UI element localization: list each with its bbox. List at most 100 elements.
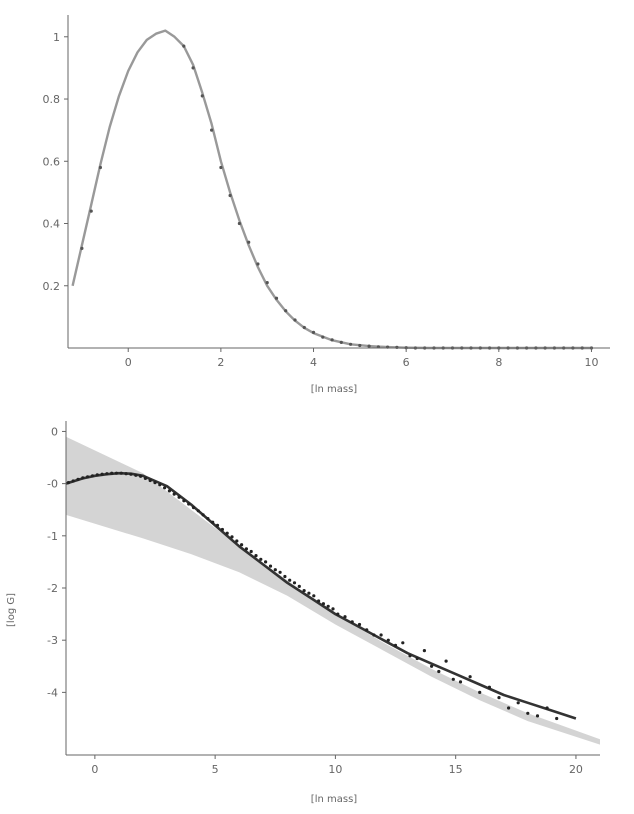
y-tick-label: -3 [47, 634, 58, 647]
x-tick-label: 6 [403, 356, 410, 369]
data-point [91, 474, 94, 477]
data-point [192, 66, 195, 69]
data-point [336, 613, 339, 616]
data-point [245, 547, 248, 550]
y-axis-label: [log G] [6, 593, 17, 627]
data-point [266, 281, 269, 284]
data-point [158, 483, 161, 486]
data-point [288, 579, 291, 582]
data-point [153, 481, 156, 484]
data-point [283, 575, 286, 578]
data-point [488, 686, 491, 689]
data-point [134, 474, 137, 477]
data-point [192, 506, 195, 509]
data-point [416, 657, 419, 660]
data-point [459, 680, 462, 683]
data-point [312, 594, 315, 597]
data-point [202, 513, 205, 516]
data-point [423, 649, 426, 652]
data-point [76, 478, 79, 481]
data-point [340, 341, 343, 344]
data-point [221, 528, 224, 531]
data-point [322, 602, 325, 605]
data-point [81, 476, 84, 479]
data-point [555, 717, 558, 720]
data-point [387, 639, 390, 642]
data-point [80, 247, 83, 250]
x-axis-label: [ln mass] [311, 794, 357, 805]
data-point [395, 346, 398, 349]
x-axis-label: [ln mass] [311, 384, 357, 395]
data-point [115, 472, 118, 475]
data-point [125, 472, 128, 475]
data-point [86, 475, 89, 478]
data-point [284, 309, 287, 312]
y-tick-label: -1 [47, 530, 58, 543]
data-point [144, 477, 147, 480]
data-point [401, 641, 404, 644]
data-point [219, 166, 222, 169]
x-tick-label: 0 [125, 356, 132, 369]
data-point [99, 166, 102, 169]
data-point [274, 568, 277, 571]
data-point [238, 222, 241, 225]
data-point [105, 472, 108, 475]
data-point [256, 262, 259, 265]
data-point [269, 565, 272, 568]
data-point [368, 345, 371, 348]
data-point [187, 502, 190, 505]
data-point [517, 701, 520, 704]
data-point [408, 654, 411, 657]
data-point [173, 493, 176, 496]
y-tick-label: 0 [51, 425, 58, 438]
y-tick-label: -2 [47, 582, 58, 595]
data-point [437, 670, 440, 673]
data-point [358, 344, 361, 347]
data-point [182, 45, 185, 48]
data-point [247, 241, 250, 244]
data-point [250, 550, 253, 553]
y-tick-label: 0.6 [43, 155, 61, 168]
data-point [452, 678, 455, 681]
data-point [206, 517, 209, 520]
x-tick-label: 4 [310, 356, 317, 369]
data-point [293, 581, 296, 584]
data-point [351, 620, 354, 623]
data-point [526, 712, 529, 715]
data-point [275, 297, 278, 300]
data-point [240, 543, 243, 546]
data-point [478, 691, 481, 694]
data-point [182, 499, 185, 502]
data-point [210, 129, 213, 132]
data-point [303, 326, 306, 329]
data-point [365, 628, 368, 631]
x-tick-label: 8 [495, 356, 502, 369]
data-point [507, 706, 510, 709]
x-tick-label: 0 [91, 763, 98, 776]
data-point [293, 318, 296, 321]
data-point [536, 714, 539, 717]
data-point [229, 194, 232, 197]
y-tick-label: 0.2 [43, 280, 61, 293]
data-point [129, 473, 132, 476]
data-point [211, 521, 214, 524]
chart-log: 0 5 10 15 20 0 -0 -1 -2 -3 -4 [ln mass] [log G] [0, 407, 634, 814]
data-point [312, 331, 315, 334]
data-point [546, 706, 549, 709]
data-point [163, 486, 166, 489]
data-point [264, 560, 267, 563]
data-point [497, 696, 500, 699]
data-point [254, 554, 257, 557]
data-point [298, 585, 301, 588]
x-tick-label: 5 [212, 763, 219, 776]
data-point [349, 343, 352, 346]
data-point [331, 338, 334, 341]
x-tick-label: 20 [569, 763, 583, 776]
data-point [469, 675, 472, 678]
data-point [317, 599, 320, 602]
series-line [73, 31, 592, 348]
data-point [235, 539, 238, 542]
data-point [149, 479, 152, 482]
data-point [216, 524, 219, 527]
data-point [197, 509, 200, 512]
